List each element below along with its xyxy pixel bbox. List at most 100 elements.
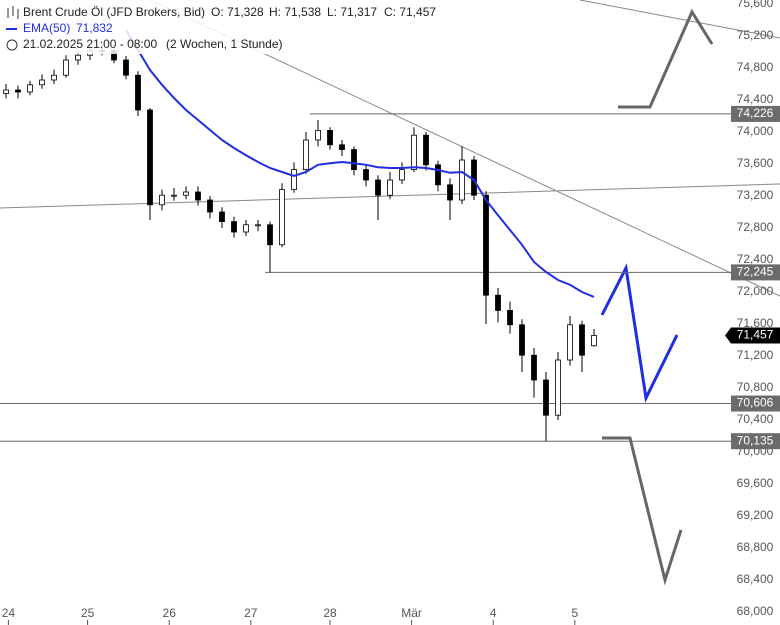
level-box — [731, 395, 780, 412]
level-label: 70,606 — [737, 396, 774, 410]
candle-body — [531, 354, 537, 381]
y-tick-label: 73,200 — [737, 188, 774, 202]
y-tick-label: 72,000 — [737, 284, 774, 298]
y-tick-label: 71,200 — [737, 348, 774, 362]
candle-body — [435, 164, 441, 186]
candle-body — [495, 294, 501, 311]
ohlc-low: L: 71,317 — [327, 5, 377, 19]
candle-body — [147, 109, 153, 206]
candle-icon — [7, 6, 19, 19]
y-tick-label: 68,400 — [737, 572, 774, 586]
candle-body — [411, 134, 417, 170]
candle-body — [39, 79, 45, 86]
x-tick-label: 4 — [490, 606, 497, 620]
x-tick-label: 25 — [81, 606, 95, 620]
y-tick-label: 75,200 — [737, 28, 774, 42]
last-price-box — [725, 327, 780, 344]
y-tick-label: 68,000 — [737, 604, 774, 618]
y-tick-label: 72,800 — [737, 220, 774, 234]
level-box — [731, 433, 780, 450]
period: (2 Wochen, 1 Stunde) — [166, 37, 283, 51]
candle-body — [207, 199, 213, 213]
x-tick-label: 5 — [571, 606, 578, 620]
x-tick-label: Mär — [401, 606, 422, 620]
x-tick-label: 27 — [244, 606, 258, 620]
candle-body — [447, 184, 453, 201]
candle-body — [219, 211, 225, 222]
level-label: 74,226 — [737, 106, 774, 120]
scenario-arrow — [602, 436, 683, 586]
candle-body — [327, 129, 333, 146]
level-box — [731, 105, 780, 122]
candle-body — [303, 139, 309, 171]
candle-body — [3, 89, 9, 94]
y-tick-label: 74,800 — [737, 60, 774, 74]
clock-icon — [6, 39, 18, 51]
x-tick-label: 26 — [163, 606, 177, 620]
candle-body — [387, 179, 393, 196]
candle-body — [591, 335, 597, 347]
scenario-arrow — [618, 8, 714, 109]
x-tick-label: 24 — [2, 606, 16, 620]
candle-body — [171, 194, 177, 197]
candle-body — [399, 169, 405, 181]
candle-body — [291, 169, 297, 191]
candle-body — [267, 224, 273, 246]
candle-body — [315, 129, 321, 141]
ema-line — [125, 29, 595, 298]
y-tick-label: 75,600 — [737, 0, 774, 10]
candle-body — [423, 134, 429, 166]
candle-body — [255, 224, 261, 227]
candle-body — [279, 189, 285, 246]
candle-body — [183, 191, 189, 196]
candle-body — [159, 194, 165, 206]
candle-body — [459, 159, 465, 201]
ohlc-high: H: 71,538 — [269, 5, 321, 19]
candle-body — [231, 221, 237, 233]
legend: Brent Crude Öl (JFD Brokers, Bid) O: 71,… — [0, 0, 440, 54]
ohlc-close: C: 71,457 — [384, 5, 436, 19]
candle-body — [63, 59, 69, 76]
candle-body — [351, 149, 357, 171]
last-price-label: 71,457 — [737, 328, 774, 342]
y-tick-label: 71,600 — [737, 316, 774, 330]
candle-body — [519, 324, 525, 356]
candle-body — [243, 224, 249, 233]
level-box — [731, 264, 780, 281]
candle-body — [471, 159, 477, 196]
y-tick-label: 69,200 — [737, 508, 774, 522]
candle-body — [507, 309, 513, 326]
x-tick-label: 28 — [323, 606, 337, 620]
y-tick-label: 70,800 — [737, 380, 774, 394]
date-range: 21.02.2025 21:00 - 08:00 — [23, 37, 157, 51]
candle-body — [543, 379, 549, 416]
y-tick-label: 68,800 — [737, 540, 774, 554]
scenario-arrow — [600, 263, 679, 403]
level-label: 70,135 — [737, 433, 774, 447]
candle-body — [363, 169, 369, 181]
candle-body — [375, 179, 381, 196]
level-label: 72,245 — [737, 265, 774, 279]
ohlc-open: O: 71,328 — [211, 5, 264, 19]
y-tick-label: 74,000 — [737, 124, 774, 138]
candle-body — [579, 324, 585, 356]
y-tick-label: 74,400 — [737, 92, 774, 106]
instrument-title: Brent Crude Öl (JFD Brokers, Bid) — [23, 5, 205, 19]
candle-body — [195, 191, 201, 201]
legend-bg — [0, 0, 440, 54]
candle-body — [135, 74, 141, 111]
ema-label: EMA(50) — [23, 21, 70, 35]
candle-body — [51, 74, 57, 81]
y-tick-label: 69,600 — [737, 476, 774, 490]
candle-body — [555, 359, 561, 416]
candle-body — [483, 194, 489, 296]
candle-body — [27, 84, 33, 93]
candle-body — [567, 324, 573, 361]
candle-body — [75, 54, 81, 61]
trend-line — [579, 0, 780, 39]
candle-body — [123, 59, 129, 76]
y-tick-label: 70,400 — [737, 412, 774, 426]
y-tick-label: 73,600 — [737, 156, 774, 170]
